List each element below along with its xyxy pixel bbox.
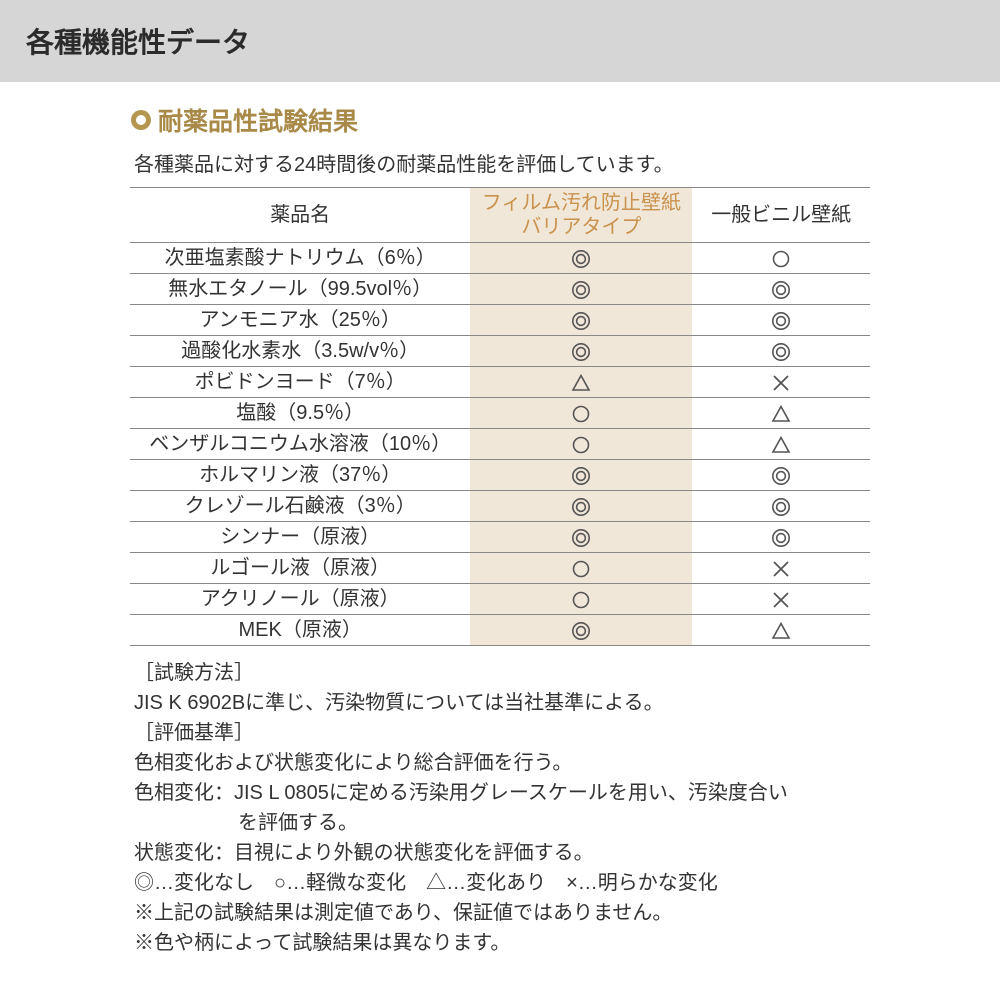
note-line: 色相変化：JIS L 0805に定める汚染用グレースケールを用い、汚染度合い (134, 778, 870, 808)
cell-chemical-name: アクリノール（原液） (130, 584, 470, 615)
note-line: 色相変化および状態変化により総合評価を行う。 (134, 748, 870, 778)
cell-result-a (470, 460, 692, 491)
col-header-a: フィルム汚れ防止壁紙 バリアタイプ (470, 188, 692, 243)
cell-chemical-name: 無水エタノール（99.5vol％） (130, 274, 470, 305)
note-line: ※色や柄によって試験結果は異なります。 (134, 928, 870, 958)
cell-chemical-name: アンモニア水（25％） (130, 305, 470, 336)
section-subtitle: 各種薬品に対する24時間後の耐薬品性能を評価しています。 (134, 148, 870, 177)
cell-chemical-name: 塩酸（9.5％） (130, 398, 470, 429)
col-header-a-line1: フィルム汚れ防止壁紙 (482, 192, 681, 214)
note-line: 状態変化：目視により外観の状態変化を評価する。 (134, 838, 870, 868)
cell-result-a (470, 305, 692, 336)
cell-chemical-name: ポビドンヨード（7％） (130, 367, 470, 398)
cell-chemical-name: クレゾール石鹸液（3％） (130, 491, 470, 522)
cell-chemical-name: ホルマリン液（37％） (130, 460, 470, 491)
table-row: ホルマリン液（37％） (130, 460, 870, 491)
page-title: 各種機能性データ (26, 21, 250, 61)
table-row: クレゾール石鹸液（3％） (130, 491, 870, 522)
content-area: 耐薬品性試験結果 各種薬品に対する24時間後の耐薬品性能を評価しています。 薬品… (0, 82, 1000, 958)
table-row: アクリノール（原液） (130, 584, 870, 615)
cell-result-b (692, 584, 870, 615)
note-line: を評価する。 (134, 808, 870, 838)
cell-result-a (470, 243, 692, 274)
cell-result-b (692, 522, 870, 553)
page-header: 各種機能性データ (0, 0, 1000, 82)
notes-block: ［試験方法］ JIS K 6902Bに準じ、汚染物質については当社基準による。 … (130, 658, 870, 958)
table-row: アンモニア水（25％） (130, 305, 870, 336)
cell-result-a (470, 367, 692, 398)
cell-result-a (470, 429, 692, 460)
col-header-name: 薬品名 (130, 188, 470, 243)
col-header-a-line2: バリアタイプ (521, 216, 641, 238)
cell-result-a (470, 398, 692, 429)
table-row: シンナー（原液） (130, 522, 870, 553)
cell-result-a (470, 553, 692, 584)
section-heading-text: 耐薬品性試験結果 (158, 102, 358, 138)
cell-result-a (470, 615, 692, 646)
cell-result-a (470, 491, 692, 522)
table-row: ルゴール液（原液） (130, 553, 870, 584)
cell-chemical-name: ベンザルコニウム水溶液（10％） (130, 429, 470, 460)
cell-result-a (470, 336, 692, 367)
table-header-row: 薬品名 フィルム汚れ防止壁紙 バリアタイプ 一般ビニル壁紙 (130, 188, 870, 243)
col-header-b: 一般ビニル壁紙 (692, 188, 870, 243)
cell-result-b (692, 460, 870, 491)
cell-result-a (470, 584, 692, 615)
cell-chemical-name: ルゴール液（原液） (130, 553, 470, 584)
cell-result-b (692, 398, 870, 429)
cell-result-b (692, 336, 870, 367)
chemical-resistance-table: 薬品名 フィルム汚れ防止壁紙 バリアタイプ 一般ビニル壁紙 次亜塩素酸ナトリウム… (130, 187, 870, 646)
note-line: ［評価基準］ (134, 718, 870, 748)
cell-result-b (692, 367, 870, 398)
cell-chemical-name: シンナー（原液） (130, 522, 470, 553)
cell-result-a (470, 274, 692, 305)
table-row: ベンザルコニウム水溶液（10％） (130, 429, 870, 460)
cell-result-b (692, 274, 870, 305)
table-row: MEK（原液） (130, 615, 870, 646)
cell-result-b (692, 429, 870, 460)
table-row: 次亜塩素酸ナトリウム（6％） (130, 243, 870, 274)
cell-result-b (692, 243, 870, 274)
table-row: 塩酸（9.5％） (130, 398, 870, 429)
note-line: ※上記の試験結果は測定値であり、保証値ではありません。 (134, 898, 870, 928)
table-row: 無水エタノール（99.5vol％） (130, 274, 870, 305)
cell-chemical-name: 過酸化水素水（3.5w/v％） (130, 336, 470, 367)
cell-result-b (692, 491, 870, 522)
note-line: JIS K 6902Bに準じ、汚染物質については当社基準による。 (134, 688, 870, 718)
note-line: ◎…変化なし ○…軽微な変化 △…変化あり ×…明らかな変化 (134, 868, 870, 898)
cell-chemical-name: MEK（原液） (130, 615, 470, 646)
table-row: 過酸化水素水（3.5w/v％） (130, 336, 870, 367)
note-line: ［試験方法］ (134, 658, 870, 688)
cell-chemical-name: 次亜塩素酸ナトリウム（6％） (130, 243, 470, 274)
section-heading: 耐薬品性試験結果 (130, 102, 870, 138)
cell-result-a (470, 522, 692, 553)
table-row: ポビドンヨード（7％） (130, 367, 870, 398)
cell-result-b (692, 305, 870, 336)
bullet-icon (130, 109, 152, 131)
cell-result-b (692, 615, 870, 646)
cell-result-b (692, 553, 870, 584)
